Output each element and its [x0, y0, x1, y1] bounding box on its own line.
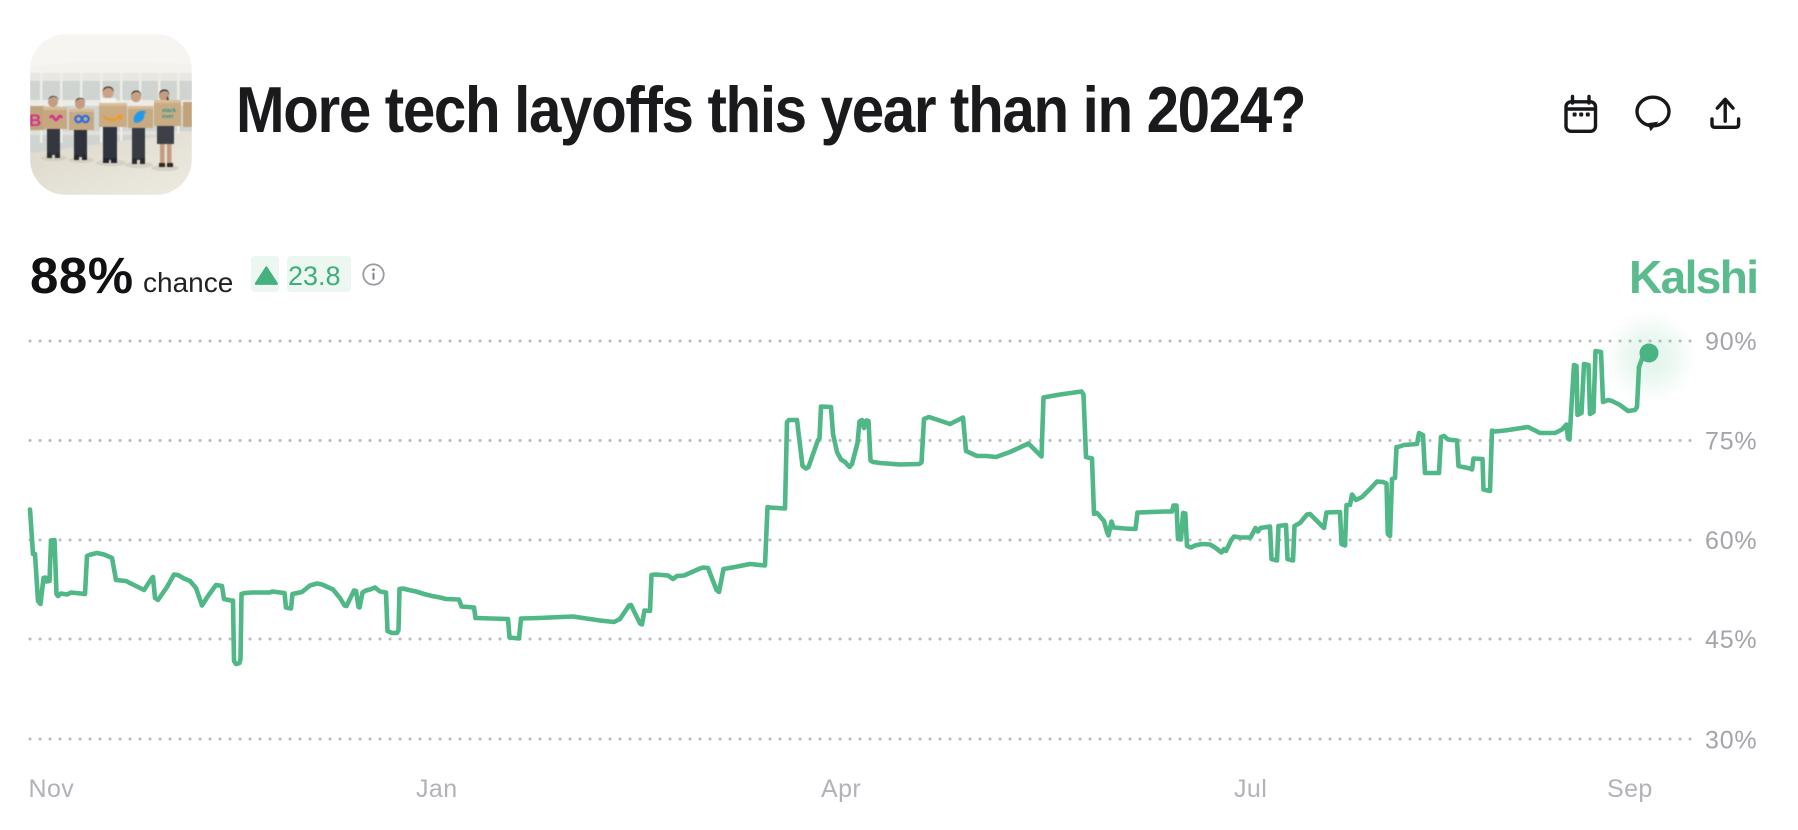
svg-text:30%: 30%: [1705, 727, 1757, 755]
svg-text:90%: 90%: [1705, 328, 1757, 356]
svg-text:over: over: [162, 114, 174, 120]
svg-text:Sep: Sep: [1607, 775, 1653, 803]
svg-text:Apr: Apr: [821, 775, 861, 803]
svg-text:B: B: [30, 111, 41, 130]
svg-text:75%: 75%: [1705, 428, 1757, 456]
svg-text:Nov: Nov: [29, 775, 75, 803]
svg-text:Jan: Jan: [416, 775, 458, 803]
svg-text:45%: 45%: [1705, 626, 1757, 654]
svg-text:60%: 60%: [1705, 527, 1757, 555]
svg-text:stack: stack: [162, 108, 177, 114]
svg-text:Jul: Jul: [1234, 775, 1267, 803]
